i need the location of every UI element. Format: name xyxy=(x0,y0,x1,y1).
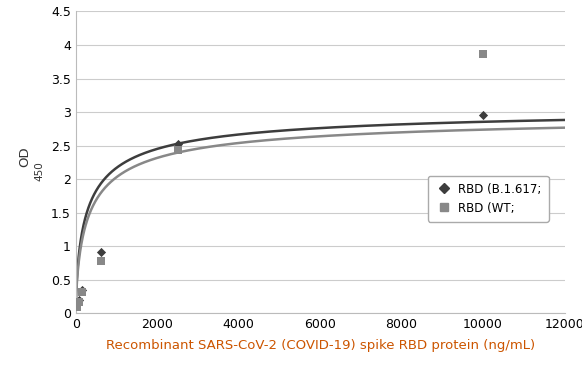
Point xyxy=(74,297,83,303)
Point xyxy=(173,141,182,147)
Point xyxy=(77,287,87,293)
Point xyxy=(74,299,83,305)
Point xyxy=(97,258,106,264)
Point xyxy=(478,51,488,57)
Text: 450: 450 xyxy=(34,162,44,181)
Point xyxy=(73,304,82,310)
Text: OD: OD xyxy=(18,146,31,167)
Point xyxy=(478,112,488,118)
Point xyxy=(97,248,106,254)
Point xyxy=(173,147,182,153)
X-axis label: Recombinant SARS-CoV-2 (COVID-19) spike RBD protein (ng/mL): Recombinant SARS-CoV-2 (COVID-19) spike … xyxy=(105,340,535,353)
Legend: RBD (B.1.617;, RBD (WT;: RBD (B.1.617;, RBD (WT; xyxy=(428,175,549,222)
Point xyxy=(73,300,82,306)
Point xyxy=(77,289,87,295)
